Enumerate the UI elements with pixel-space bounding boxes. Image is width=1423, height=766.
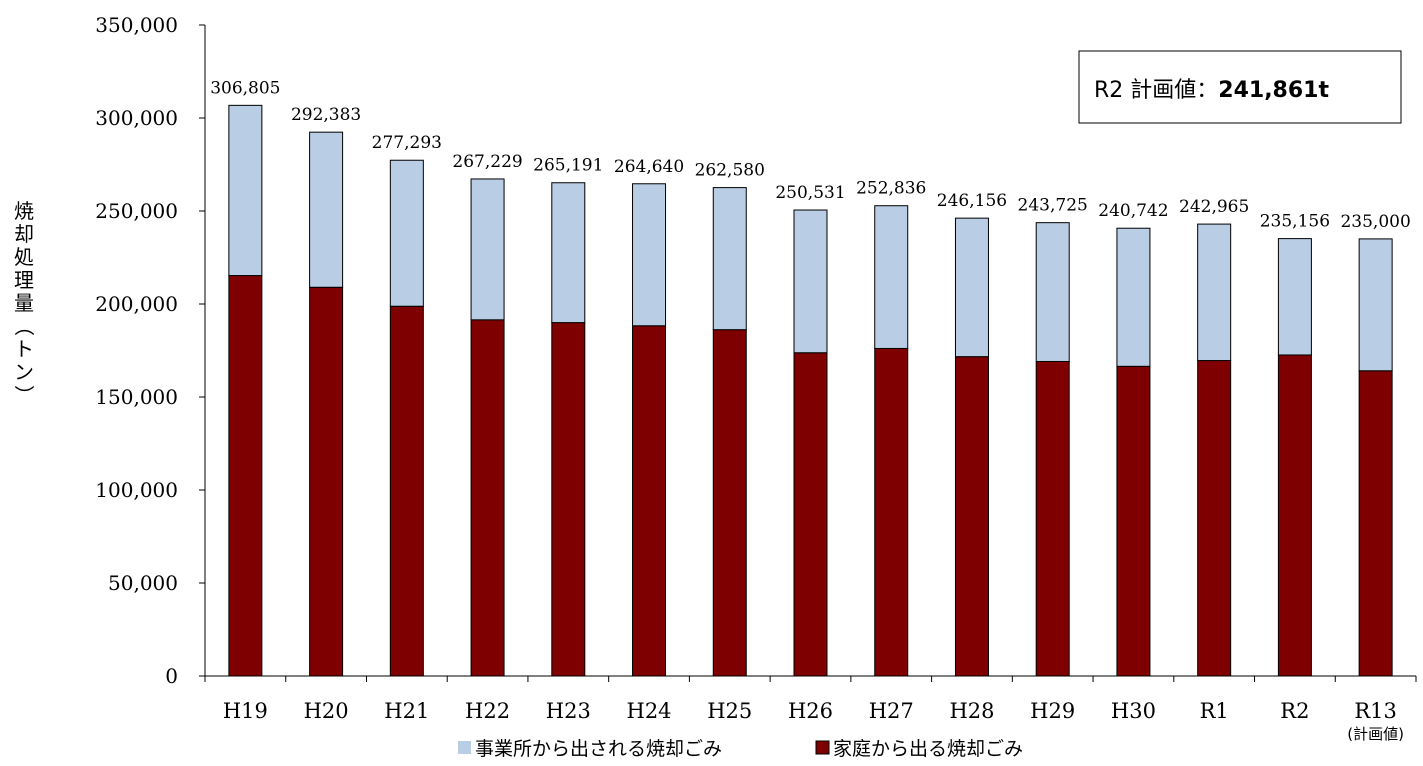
- bar-business-H26: [793, 209, 828, 354]
- y-tick-label: 250,000: [95, 199, 178, 223]
- bar-household-H20: [309, 286, 344, 677]
- bar-business-H25: [712, 187, 747, 331]
- callout-label: R2 計画値：: [1094, 78, 1218, 103]
- x-tick-label-H25: H25: [707, 699, 752, 723]
- bar-household-H30: [1116, 365, 1151, 677]
- x-tick-label-H21: H21: [384, 699, 429, 723]
- bar-business-R2: [1277, 238, 1312, 356]
- y-tick-label: 50,000: [108, 571, 178, 595]
- y-axis-label-char: 理: [14, 268, 34, 292]
- bar-business-H24: [632, 183, 667, 327]
- x-tick-label-H27: H27: [869, 699, 914, 723]
- bar-household-R1: [1197, 360, 1232, 677]
- y-axis-label-char: ン: [14, 360, 34, 384]
- legend-label-household: 家庭から出る焼却ごみ: [833, 738, 1023, 760]
- y-axis-label-char: 却: [14, 222, 34, 246]
- bar-household-H26: [793, 352, 828, 677]
- bar-household-R2: [1277, 354, 1312, 677]
- bar-business-H29: [1035, 222, 1070, 362]
- legend: 事業所から出される焼却ごみ 家庭から出る焼却ごみ: [458, 738, 1023, 760]
- legend-swatch-household: [815, 740, 830, 755]
- total-label-H19: 306,805: [210, 78, 280, 98]
- x-tick-label-H26: H26: [788, 699, 833, 723]
- bar-business-H20: [309, 131, 344, 288]
- total-label-H28: 246,156: [937, 191, 1007, 211]
- legend-swatch-business: [458, 741, 471, 754]
- callout-value: 241,861t: [1218, 78, 1329, 103]
- bar-household-H24: [632, 325, 667, 677]
- bar-business-H30: [1116, 227, 1151, 367]
- y-axis-label-char: （: [12, 316, 36, 336]
- bar-household-H23: [551, 322, 586, 677]
- x-tick-sublabel-R13: (計画値): [1347, 725, 1404, 743]
- y-tick-label: 300,000: [95, 106, 178, 130]
- x-tick-label-H19: H19: [223, 699, 268, 723]
- data-labels: 306,805 292,383 277,293 267,229 265,191 264,6…: [210, 78, 1411, 232]
- bar-business-R1: [1197, 223, 1232, 362]
- x-tick-label-H30: H30: [1111, 699, 1156, 723]
- y-tick-label: 150,000: [95, 385, 178, 409]
- bar-household-H25: [712, 329, 747, 677]
- bar-business-H21: [389, 159, 424, 307]
- total-label-R1: 242,965: [1179, 197, 1249, 217]
- y-tick-label: 0: [165, 664, 178, 688]
- y-tick-label: 100,000: [95, 478, 178, 502]
- x-tick-label-H23: H23: [546, 699, 591, 723]
- y-axis-label-char: ）: [12, 385, 36, 405]
- plan-value-callout: R2 計画値：241,861t: [1078, 50, 1402, 124]
- x-tick-label-R1: R1: [1200, 699, 1229, 723]
- bar-household-H27: [874, 347, 909, 677]
- total-label-H23: 265,191: [533, 156, 603, 176]
- y-axis-label-char: 処: [14, 245, 34, 269]
- total-label-H26: 250,531: [775, 183, 845, 203]
- x-tick-label-H20: H20: [304, 699, 349, 723]
- legend-label-business: 事業所から出される焼却ごみ: [475, 738, 722, 760]
- y-axis-label-char: 焼: [14, 199, 34, 223]
- total-label-R2: 235,156: [1260, 212, 1330, 232]
- bar-household-H21: [389, 305, 424, 677]
- bar-household-H22: [470, 319, 505, 677]
- bar-household-H28: [954, 356, 989, 677]
- y-tick-label: 200,000: [95, 292, 178, 316]
- bar-business-H28: [954, 217, 989, 358]
- total-label-R13: 235,000: [1340, 212, 1410, 232]
- bars: [228, 104, 1393, 677]
- total-label-H24: 264,640: [614, 157, 684, 177]
- x-tick-label-R2: R2: [1280, 699, 1309, 723]
- total-label-H27: 252,836: [856, 179, 926, 199]
- x-tick-label-R13: R13: [1354, 699, 1397, 723]
- x-tick-label-H22: H22: [465, 699, 510, 723]
- total-label-H22: 267,229: [452, 152, 522, 172]
- bar-household-H29: [1035, 360, 1070, 677]
- x-axis-tick-labels: H19 H20 H21 H22 H23 H24 H25 H26 H27 H28 H29 H30 R1 R2…: [223, 699, 1404, 743]
- axes: 0 50,000 100,000 150,000 200,000 250,000 300,0…: [95, 13, 1417, 688]
- bar-business-H23: [551, 182, 586, 324]
- x-tick-label-H28: H28: [949, 699, 994, 723]
- bar-business-R13: [1358, 238, 1393, 372]
- total-label-H29: 243,725: [1018, 196, 1088, 216]
- total-label-H20: 292,383: [291, 105, 361, 125]
- y-axis-label-char: ト: [14, 337, 34, 361]
- bar-business-H22: [470, 178, 505, 321]
- y-axis-label-char: 量: [14, 291, 34, 315]
- total-label-H21: 277,293: [372, 133, 442, 153]
- y-tick-label: 350,000: [95, 13, 178, 37]
- bar-business-H27: [874, 205, 909, 349]
- total-label-H25: 262,580: [695, 161, 765, 181]
- bar-household-H19: [228, 275, 263, 677]
- x-tick-label-H29: H29: [1030, 699, 1075, 723]
- bar-business-H19: [228, 104, 263, 277]
- bar-household-R13: [1358, 370, 1393, 677]
- x-tick-label-H24: H24: [627, 699, 672, 723]
- callout-box: [1078, 50, 1402, 124]
- callout-text: R2 計画値：241,861t: [1094, 78, 1329, 103]
- total-label-H30: 240,742: [1098, 201, 1168, 221]
